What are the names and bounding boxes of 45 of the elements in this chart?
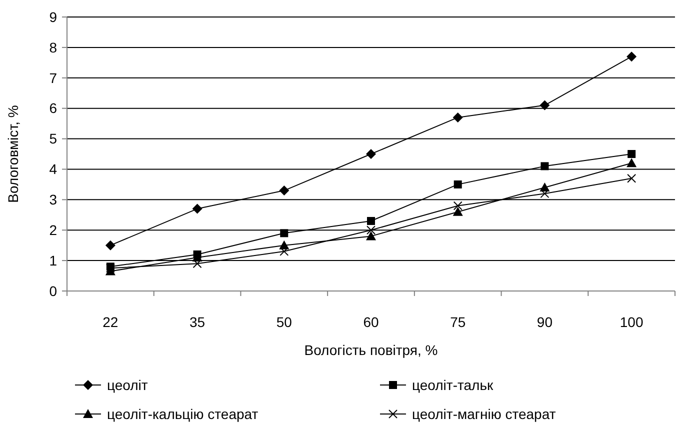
y-axis-title: Вологовміст, % — [5, 105, 21, 203]
point — [192, 204, 202, 214]
point — [367, 216, 375, 225]
point — [192, 259, 202, 268]
y-tick-label: 2 — [49, 222, 58, 238]
x-tick-label: 50 — [276, 314, 292, 330]
legend-label: цеоліт-тальк — [412, 376, 494, 393]
x-tick-label: 60 — [363, 314, 379, 330]
point — [280, 246, 289, 256]
point — [626, 52, 637, 62]
point — [627, 174, 636, 183]
legend-label: цеоліт — [107, 376, 148, 393]
point — [452, 112, 463, 122]
x-tick-label: 22 — [102, 314, 118, 330]
y-tick-label: 4 — [49, 161, 58, 178]
point — [540, 189, 550, 198]
y-tick-label: 6 — [49, 100, 58, 116]
point — [280, 229, 288, 238]
x-tick-label: 100 — [620, 314, 644, 330]
legend-label: цеоліт-кальцію стеарат — [107, 406, 259, 422]
point — [628, 150, 636, 158]
x-axis-title: Вологість повітря, % — [304, 342, 438, 358]
y-tick-label: 1 — [49, 252, 58, 268]
point — [540, 162, 549, 170]
point — [452, 206, 463, 216]
y-tick-label: 8 — [49, 39, 58, 56]
point — [540, 100, 550, 110]
y-tick-label: 0 — [49, 282, 58, 299]
point — [105, 240, 116, 250]
point — [454, 180, 462, 188]
point — [366, 226, 376, 235]
x-tick-label: 75 — [450, 314, 466, 330]
y-tick-label: 3 — [49, 192, 58, 208]
point — [540, 182, 550, 192]
y-tick-label: 9 — [49, 8, 58, 25]
point — [279, 186, 290, 196]
legend-label: цеоліт-магнію стеарат — [412, 406, 556, 422]
x-tick-label: 35 — [189, 314, 206, 330]
y-tick-label: 7 — [49, 70, 58, 86]
point — [626, 158, 637, 168]
point — [453, 201, 462, 210]
point — [366, 149, 376, 159]
y-tick-label: 5 — [49, 130, 58, 147]
point — [366, 231, 376, 240]
x-tick-label: 90 — [536, 314, 553, 330]
